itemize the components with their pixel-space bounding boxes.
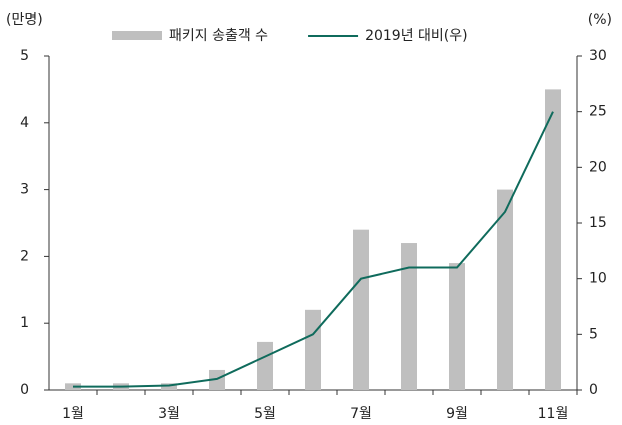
y2-tick-label: 30 bbox=[589, 48, 607, 64]
legend-label: 패키지 송출객 수 bbox=[169, 28, 268, 44]
y2-tick-label: 15 bbox=[589, 215, 607, 231]
bar bbox=[161, 383, 177, 390]
legend-label: 2019년 대비(우) bbox=[365, 28, 468, 44]
y2-axis-label: (%) bbox=[588, 12, 612, 28]
y-tick-label: 2 bbox=[20, 248, 29, 264]
bar bbox=[353, 229, 369, 390]
y-tick-label: 1 bbox=[20, 315, 29, 331]
bar bbox=[497, 189, 513, 390]
y2-tick-label: 0 bbox=[589, 382, 598, 398]
y-tick-label: 4 bbox=[20, 115, 29, 131]
line bbox=[73, 111, 554, 388]
y2-tick-label: 5 bbox=[589, 326, 598, 342]
y-tick-label: 0 bbox=[20, 382, 29, 398]
bar bbox=[545, 89, 561, 391]
y2-tick-label: 10 bbox=[589, 271, 607, 287]
x-tick-label: 9월 bbox=[446, 406, 468, 422]
bar bbox=[209, 369, 225, 390]
y-tick-label: 5 bbox=[20, 48, 29, 64]
bar bbox=[401, 243, 417, 390]
x-tick-label: 7월 bbox=[350, 406, 372, 422]
y-axis-label: (만명) bbox=[6, 12, 43, 28]
bar bbox=[305, 309, 321, 390]
x-tick-label: 1월 bbox=[62, 406, 84, 422]
y2-tick-label: 25 bbox=[589, 104, 607, 120]
x-tick-label: 5월 bbox=[254, 406, 276, 422]
bar bbox=[449, 263, 465, 390]
x-tick-label: 11월 bbox=[538, 406, 569, 422]
y-tick-label: 3 bbox=[20, 182, 29, 198]
x-tick-label: 3월 bbox=[158, 406, 180, 422]
bar bbox=[257, 341, 273, 390]
y2-tick-label: 20 bbox=[589, 159, 607, 175]
legend-swatch bbox=[112, 31, 162, 40]
